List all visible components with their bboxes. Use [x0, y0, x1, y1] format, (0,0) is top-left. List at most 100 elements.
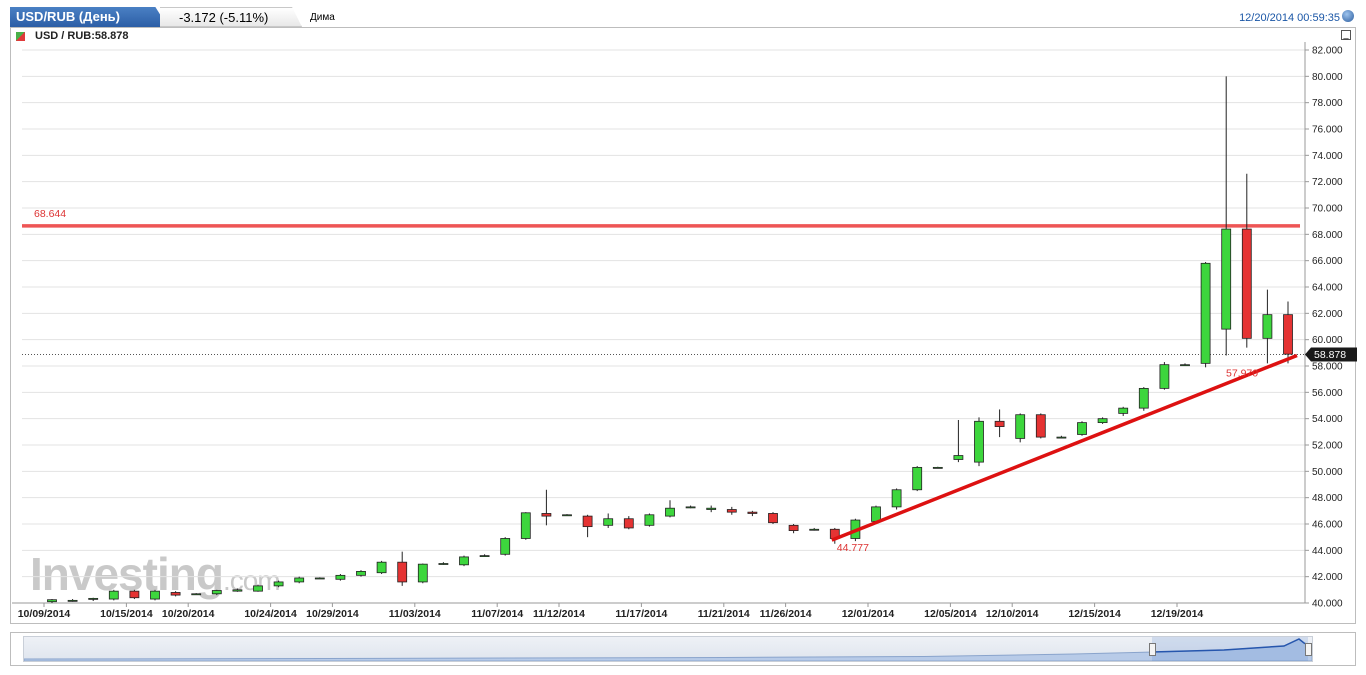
- candle-body[interactable]: [356, 571, 366, 576]
- candle-body[interactable]: [644, 514, 655, 526]
- watermark-logo: Investing.com: [30, 547, 281, 601]
- navigator-track[interactable]: [23, 636, 1313, 662]
- y-tick-label: 40.000: [1312, 599, 1343, 610]
- candle-body[interactable]: [170, 592, 181, 596]
- x-tick-label: 10/29/2014: [306, 608, 359, 620]
- price-change-tab[interactable]: -3.172 (-5.11%): [160, 7, 302, 27]
- candle-body[interactable]: [253, 585, 263, 592]
- candle-body[interactable]: [768, 513, 778, 524]
- trendline-end-label: 57.970: [1226, 368, 1258, 380]
- x-tick-label: 11/03/2014: [389, 608, 441, 620]
- candle-body[interactable]: [397, 561, 408, 583]
- x-tick-label: 10/24/2014: [244, 608, 297, 620]
- candle-body[interactable]: [459, 556, 469, 566]
- candle-body[interactable]: [376, 561, 387, 574]
- candle-body[interactable]: [232, 589, 243, 592]
- candle-body[interactable]: [953, 455, 964, 460]
- top-bar: USD/RUB (День) -3.172 (-5.11%) Дима 12/2…: [0, 0, 1366, 28]
- y-tick-label: 54.000: [1312, 414, 1343, 425]
- candle-body[interactable]: [809, 528, 820, 531]
- candle-body[interactable]: [191, 593, 202, 596]
- candle-body[interactable]: [335, 574, 346, 580]
- candle-body[interactable]: [1056, 436, 1067, 439]
- candle-body[interactable]: [726, 509, 737, 513]
- candle-body[interactable]: [665, 507, 675, 517]
- candle-body[interactable]: [1262, 314, 1273, 339]
- y-tick-label: 48.000: [1312, 493, 1343, 504]
- resistance-label: 68.644: [34, 208, 66, 220]
- x-tick-label: 11/07/2014: [471, 608, 523, 620]
- navigator-selection[interactable]: [1152, 637, 1308, 661]
- y-tick-label: 60.000: [1312, 335, 1343, 346]
- y-tick-label: 72.000: [1312, 177, 1343, 188]
- candle-body[interactable]: [1035, 414, 1046, 438]
- candle-body[interactable]: [623, 518, 634, 529]
- navigator-right-handle[interactable]: [1305, 643, 1312, 656]
- candle-body[interactable]: [603, 518, 614, 526]
- navigator-sparkline: [24, 638, 1312, 661]
- candlestick-chart[interactable]: 40.000 42.000 44.000 46.000 48.000 50.000 52.0…: [0, 0, 1366, 630]
- candle-body[interactable]: [1200, 262, 1211, 364]
- candle-body[interactable]: [1241, 228, 1252, 339]
- candle-body[interactable]: [994, 420, 1005, 427]
- candle-body[interactable]: [541, 513, 552, 517]
- candle-body[interactable]: [211, 590, 222, 595]
- candle-body[interactable]: [1180, 364, 1190, 367]
- y-tick-label: 56.000: [1312, 388, 1343, 399]
- candle-body[interactable]: [129, 590, 140, 599]
- candle-body[interactable]: [520, 512, 531, 539]
- candle-body[interactable]: [974, 420, 984, 463]
- candle-body[interactable]: [438, 563, 449, 565]
- candle-body[interactable]: [706, 507, 717, 510]
- chart-title-tab[interactable]: USD/RUB (День): [10, 7, 168, 27]
- candle-body[interactable]: [1097, 418, 1108, 424]
- candle-body[interactable]: [932, 466, 943, 469]
- x-tick-label: 10/09/2014: [18, 608, 71, 620]
- y-tick-label: 78.000: [1312, 98, 1343, 109]
- last-price-label: 58.878: [1314, 349, 1346, 361]
- candle-body[interactable]: [891, 489, 902, 508]
- candle-body[interactable]: [685, 506, 696, 509]
- candle-body[interactable]: [150, 590, 160, 600]
- symbol-color-icon: [16, 32, 25, 41]
- y-tick-label: 58.000: [1312, 362, 1343, 373]
- collapse-button[interactable]: _: [1341, 30, 1351, 40]
- candle-body[interactable]: [871, 506, 881, 522]
- candle-body[interactable]: [788, 524, 799, 531]
- candle-body[interactable]: [1283, 314, 1293, 355]
- x-tick-label: 12/19/2014: [1151, 608, 1204, 620]
- candle-body[interactable]: [1138, 387, 1149, 409]
- navigator-left-handle[interactable]: [1149, 643, 1156, 656]
- candle-body[interactable]: [562, 514, 572, 517]
- candle-body[interactable]: [479, 555, 490, 557]
- candle-body[interactable]: [1118, 407, 1129, 414]
- candle-body[interactable]: [273, 581, 284, 587]
- y-tick-label: 50.000: [1312, 467, 1343, 478]
- candle-body[interactable]: [88, 597, 99, 600]
- candle-body[interactable]: [912, 466, 923, 491]
- candle-body[interactable]: [47, 599, 57, 603]
- candle-body[interactable]: [582, 515, 593, 528]
- candle-body[interactable]: [1015, 414, 1026, 439]
- x-tick-label: 12/10/2014: [986, 608, 1039, 620]
- candle-body[interactable]: [747, 511, 758, 514]
- x-tick-label: 10/15/2014: [100, 608, 153, 620]
- trend-line[interactable]: [831, 353, 1298, 542]
- y-tick-label: 76.000: [1312, 125, 1343, 136]
- candle-body[interactable]: [1077, 422, 1087, 435]
- x-tick-label: 10/20/2014: [162, 608, 215, 620]
- candle-body[interactable]: [1159, 364, 1170, 389]
- x-tick-label: 11/21/2014: [698, 608, 750, 620]
- candle-body[interactable]: [67, 599, 78, 602]
- y-tick-label: 64.000: [1312, 283, 1343, 294]
- candle-body[interactable]: [294, 577, 305, 583]
- x-tick-label: 11/17/2014: [615, 608, 667, 620]
- symbol-price-label: USD / RUB:58.878: [35, 30, 129, 42]
- candle-body[interactable]: [314, 577, 325, 580]
- candle-body[interactable]: [108, 590, 119, 600]
- navigator-bar[interactable]: [10, 632, 1356, 666]
- candle-body[interactable]: [500, 538, 511, 555]
- candle-body[interactable]: [417, 563, 428, 583]
- info-icon[interactable]: [1342, 10, 1354, 22]
- candle-body[interactable]: [1221, 228, 1232, 330]
